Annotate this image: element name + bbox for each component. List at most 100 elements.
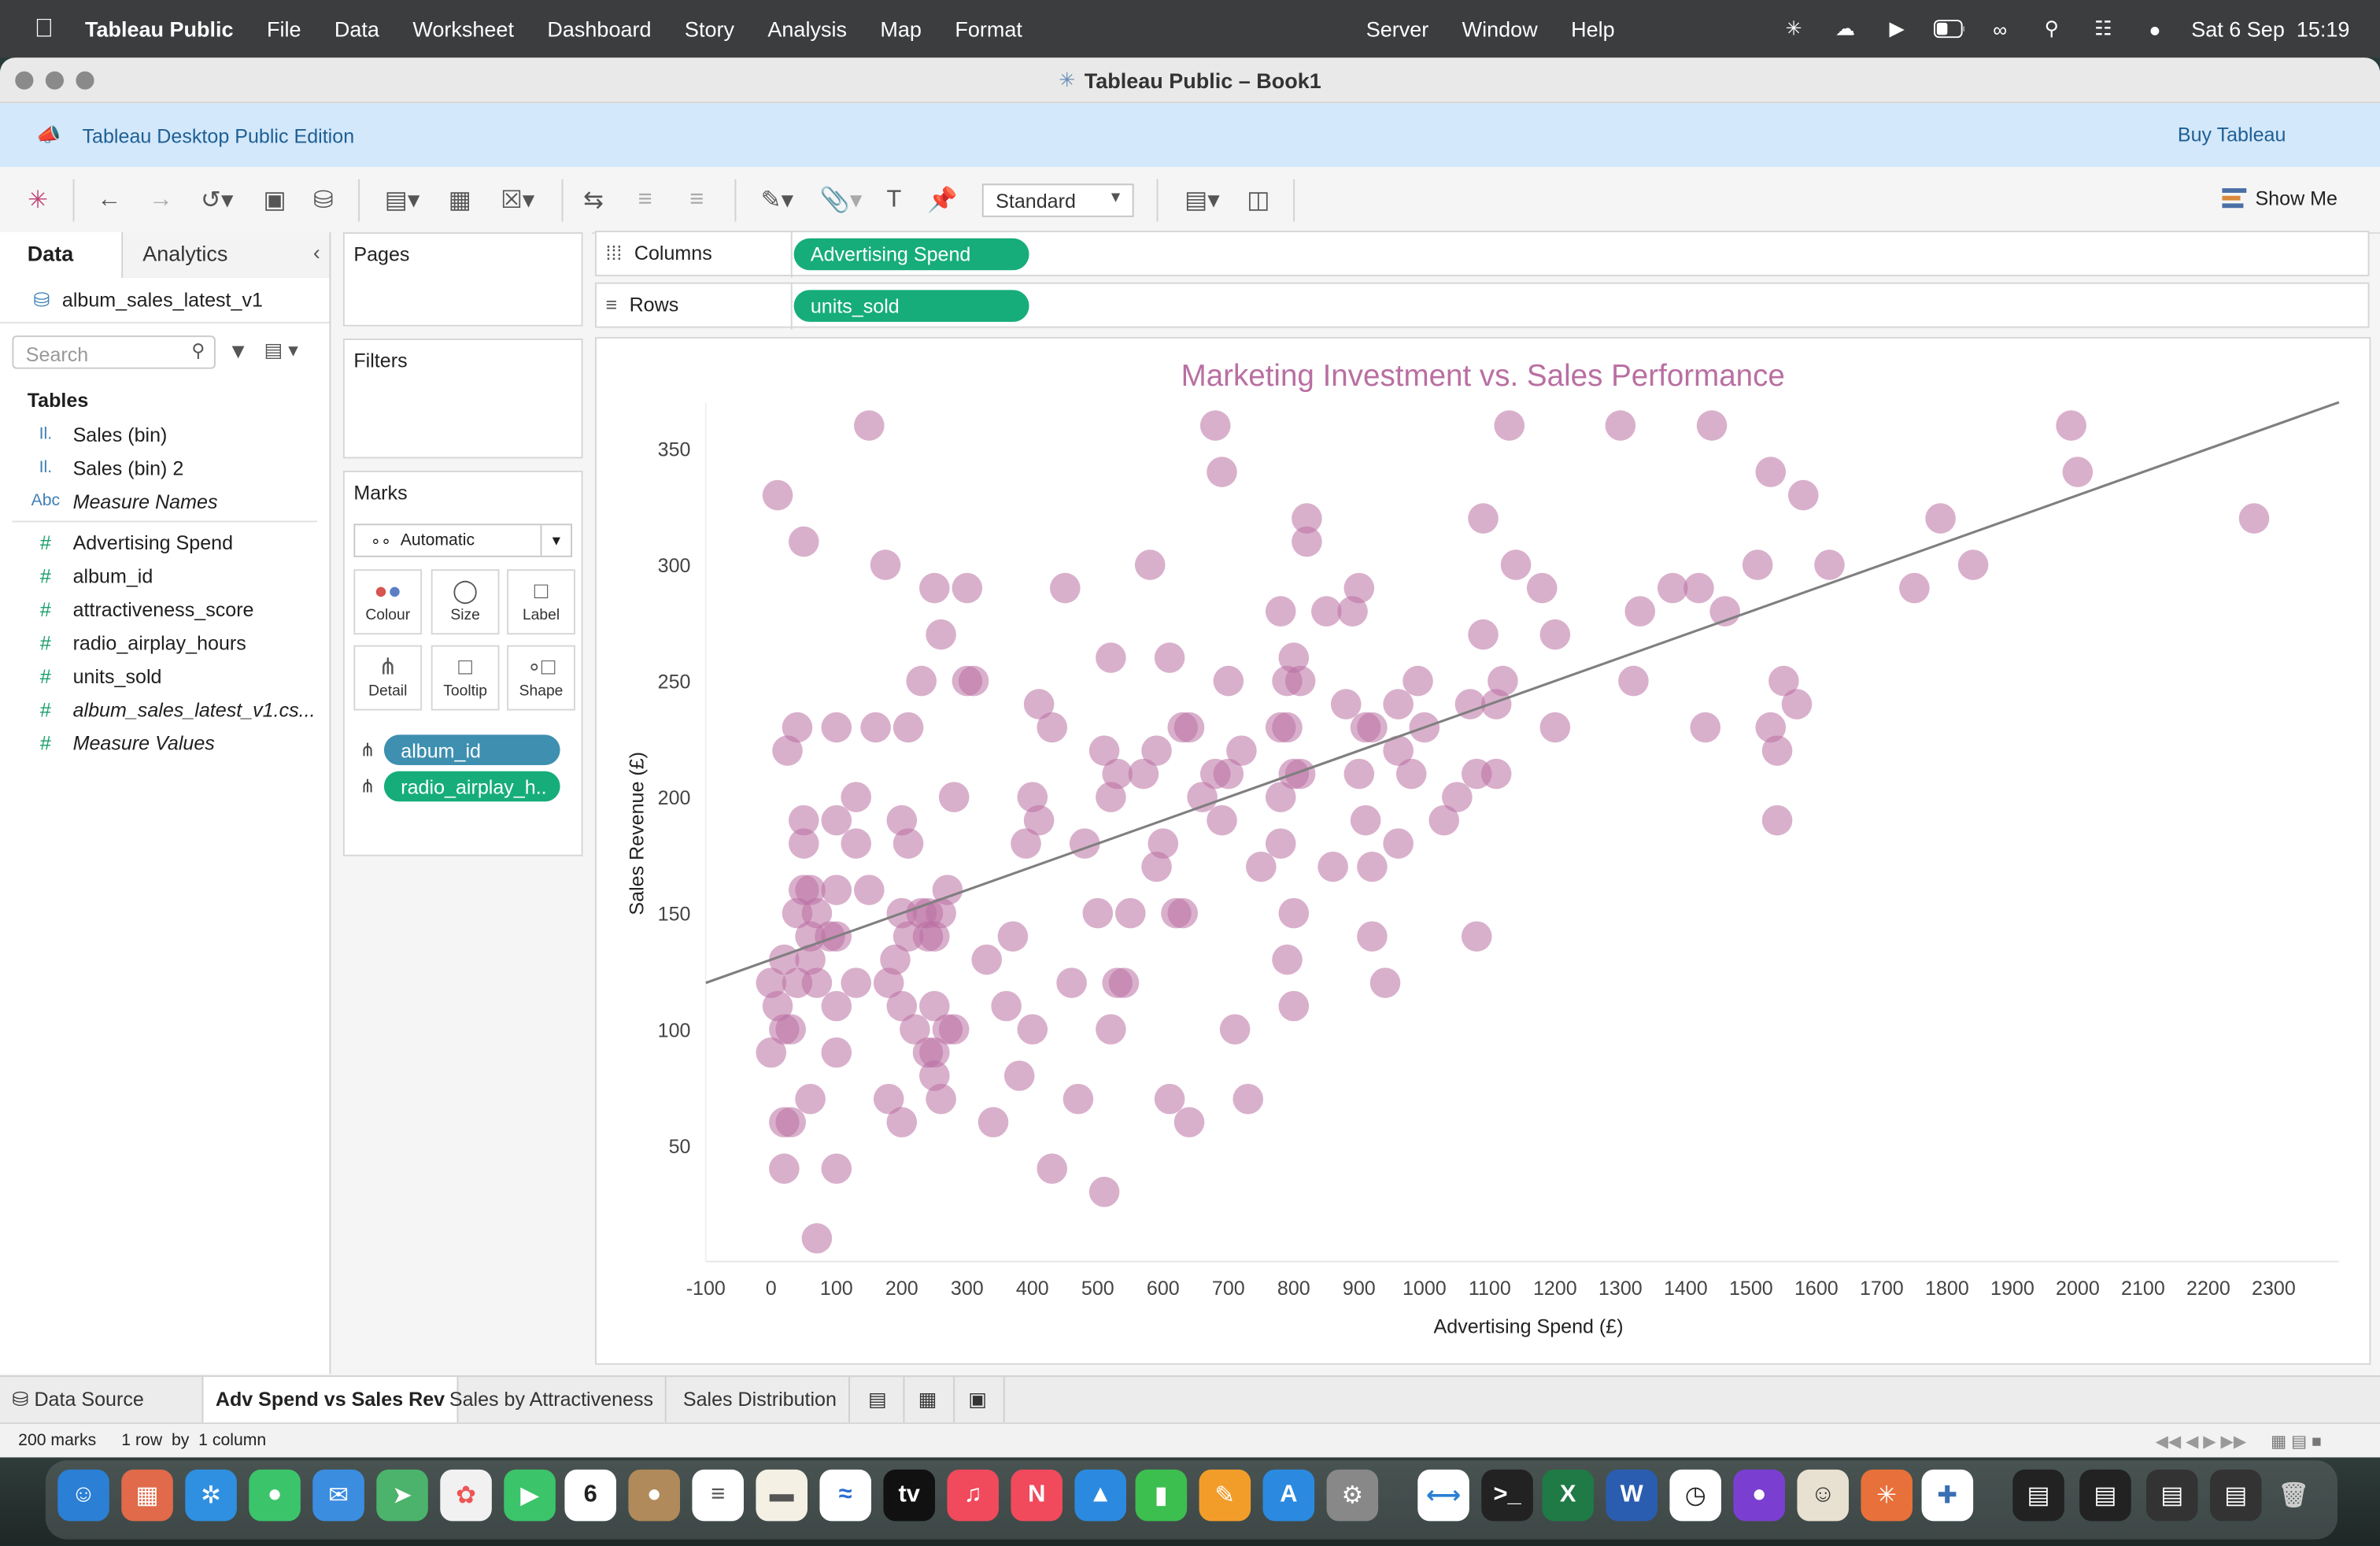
menu-data[interactable]: Data <box>334 17 379 42</box>
datasource-row[interactable]: ⛁ album_sales_latest_v1 <box>0 278 330 324</box>
tab-analytics[interactable]: Analytics <box>123 232 330 278</box>
vscode-icon[interactable]: ⟷ <box>1417 1469 1469 1522</box>
replay-icon[interactable]: ↺▾ <box>201 188 234 214</box>
menu-worksheet[interactable]: Worksheet <box>412 17 514 42</box>
contacts-icon[interactable]: ● <box>628 1469 680 1522</box>
duplicate-sheet-icon[interactable]: ▦ <box>448 188 471 214</box>
view-options-icon[interactable]: ▤ ▾ <box>264 338 298 361</box>
messages-icon[interactable]: ● <box>249 1469 301 1522</box>
highlight-icon[interactable]: ✎▾ <box>760 188 794 214</box>
menu-file[interactable]: File <box>266 17 301 42</box>
fit-dropdown[interactable]: Standard ▼ <box>981 183 1134 217</box>
tableau-dock-icon[interactable]: ✚ <box>1921 1469 1974 1522</box>
new-worksheet-icon[interactable]: ▤▾ <box>384 188 420 214</box>
sheet-nav-icon[interactable]: ◀◀ ◀ ▶ ▶▶ <box>2155 1433 2247 1452</box>
scatter-chart[interactable]: Marketing Investment vs. Sales Performan… <box>597 338 2371 1365</box>
news-icon[interactable]: N <box>1011 1469 1062 1522</box>
save-icon[interactable]: ▣ <box>263 188 286 214</box>
window-thumbnail-icon[interactable]: ▤ <box>2012 1469 2064 1522</box>
maps-icon[interactable]: ➤ <box>376 1469 428 1522</box>
siri-icon[interactable]: ● <box>2149 17 2161 41</box>
window-thumbnail-icon[interactable]: ▤ <box>2209 1469 2262 1522</box>
spotlight-search-icon[interactable]: ⚲ <box>2044 17 2060 40</box>
sort-ascending-icon[interactable]: ≡ <box>638 187 652 213</box>
field-item[interactable]: # album_id <box>0 559 329 592</box>
grid-view-icon[interactable]: ▦ ▤ ■ <box>2271 1433 2322 1452</box>
undo-icon[interactable]: ← <box>97 187 122 213</box>
sheet-tab-adv-spend[interactable]: Adv Spend vs Sales Rev <box>203 1377 459 1423</box>
icloud-icon[interactable]: ☁ <box>1835 17 1856 40</box>
battery-icon[interactable] <box>1933 17 1964 41</box>
sheet-tab-attractiveness[interactable]: Sales by Attractiveness <box>437 1377 667 1423</box>
rows-shelf[interactable]: ≡ Rows units_sold <box>594 282 2370 330</box>
safari-icon[interactable]: ✲ <box>185 1469 237 1522</box>
minimize-window-button[interactable] <box>45 71 64 90</box>
redo-icon[interactable]: → <box>148 187 173 213</box>
size-button[interactable]: ◯ Size <box>431 569 500 635</box>
reminders-icon[interactable]: ≡ <box>692 1469 744 1522</box>
zoom-window-button[interactable] <box>76 71 94 90</box>
field-item[interactable]: Il. Sales (bin) 2 <box>0 451 329 484</box>
album-id-pill[interactable]: album_id <box>384 734 560 765</box>
app-store-icon[interactable]: A <box>1262 1469 1315 1522</box>
label-button[interactable]: □ Label <box>507 569 575 635</box>
claude-status-icon[interactable]: ✳ <box>1785 17 1802 40</box>
field-search-input[interactable]: Search ⚲ <box>12 335 216 369</box>
field-item[interactable]: # album_sales_latest_v1.cs... <box>0 692 329 725</box>
menu-map[interactable]: Map <box>880 17 922 42</box>
presentation-mode-icon[interactable]: ◫ <box>1247 188 1270 214</box>
colour-button[interactable]: ●● Colour <box>353 569 423 635</box>
detail-button[interactable]: ⋔ Detail <box>353 645 423 711</box>
menu-story[interactable]: Story <box>684 17 734 42</box>
system-settings-icon[interactable]: ⚙ <box>1326 1469 1379 1522</box>
window-thumbnail-icon[interactable]: ▤ <box>2145 1469 2198 1522</box>
link-icon[interactable]: ∞ <box>1993 17 2008 41</box>
window-thumbnail-icon[interactable]: ▤ <box>2079 1469 2131 1522</box>
new-dashboard-tab-icon[interactable]: ▦ <box>906 1377 955 1423</box>
notes-icon[interactable]: ▬ <box>756 1469 808 1522</box>
new-worksheet-tab-icon[interactable]: ▤ <box>856 1377 905 1423</box>
terminal-icon[interactable]: >_ <box>1481 1469 1533 1522</box>
swap-rows-columns-icon[interactable]: ⇆ <box>583 188 604 214</box>
filter-icon[interactable]: ▼ <box>227 338 249 363</box>
field-item[interactable]: # attractiveness_score <box>0 592 329 625</box>
group-members-icon[interactable]: 📎▾ <box>819 188 863 214</box>
shape-button[interactable]: ∘□ Shape <box>507 645 575 711</box>
play-circle-icon[interactable]: ▶ <box>1889 17 1905 40</box>
freeform-icon[interactable]: ≈ <box>819 1469 871 1522</box>
menu-server[interactable]: Server <box>1366 17 1429 42</box>
clock-icon[interactable]: ◷ <box>1669 1469 1721 1522</box>
new-datasource-icon[interactable]: ⛁ <box>312 188 334 214</box>
show-cards-icon[interactable]: ▤▾ <box>1184 188 1220 214</box>
music-icon[interactable]: ♫ <box>947 1469 999 1522</box>
menu-dashboard[interactable]: Dashboard <box>547 17 652 42</box>
field-item[interactable]: # Measure Values <box>0 726 329 759</box>
radio-airplay-pill[interactable]: radio_airplay_h.. <box>384 771 560 802</box>
show-me-button[interactable]: Show Me <box>2222 187 2338 209</box>
columns-shelf[interactable]: ⁞⁞⁞ Columns Advertising Spend <box>594 231 2370 278</box>
facetime-icon[interactable]: ▶ <box>504 1469 556 1522</box>
new-story-tab-icon[interactable]: ▣ <box>956 1377 1005 1423</box>
menu-app-name[interactable]: Tableau Public <box>84 17 234 42</box>
menu-format[interactable]: Format <box>955 17 1022 42</box>
claude-icon[interactable]: ✳ <box>1861 1469 1913 1522</box>
show-mark-labels-icon[interactable]: T <box>886 187 902 213</box>
viz-area[interactable]: Marketing Investment vs. Sales Performan… <box>594 337 2371 1365</box>
github-desktop-icon[interactable]: ● <box>1733 1469 1785 1522</box>
tableau-logo-icon[interactable]: ✳ <box>28 188 49 214</box>
columns-pill[interactable]: Advertising Spend <box>793 238 1029 271</box>
field-item[interactable]: Abc Measure Names <box>0 484 329 517</box>
word-icon[interactable]: W <box>1606 1469 1658 1522</box>
buy-tableau-link[interactable]: Buy Tableau <box>2177 123 2286 146</box>
menu-window[interactable]: Window <box>1462 17 1538 42</box>
keynote-icon[interactable]: ▲ <box>1074 1469 1126 1522</box>
sort-descending-icon[interactable]: ≡ <box>689 187 704 213</box>
sheet-tab-distribution[interactable]: Sales Distribution <box>671 1377 851 1423</box>
apple-menu-icon[interactable]:  <box>31 14 58 43</box>
rows-pill[interactable]: units_sold <box>793 290 1029 322</box>
tooltip-button[interactable]: □ Tooltip <box>431 645 500 711</box>
field-item[interactable]: # Advertising Spend <box>0 525 329 558</box>
launchpad-icon[interactable]: ▦ <box>121 1469 173 1522</box>
field-item[interactable]: Il. Sales (bin) <box>0 417 329 450</box>
filters-card[interactable]: Filters <box>342 338 583 459</box>
